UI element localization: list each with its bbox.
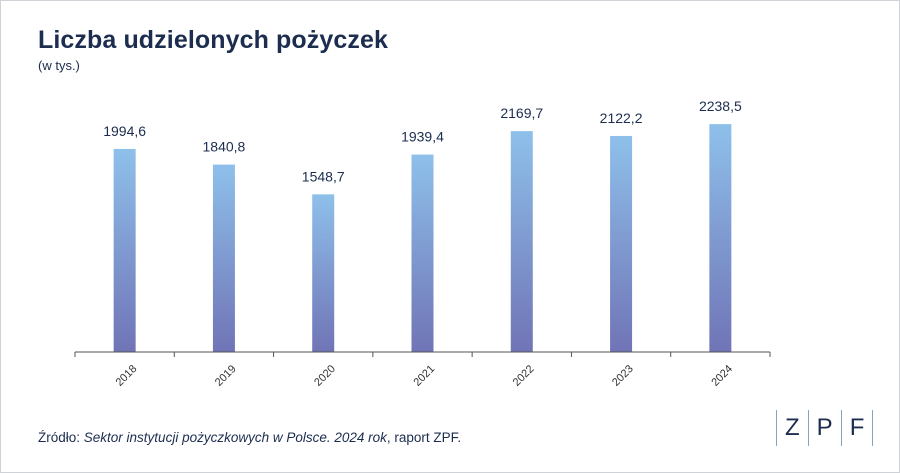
tick-labels: 2018 2019 2020 2021 2022 2023 2024 (114, 363, 736, 389)
logo-divider (840, 410, 842, 446)
logo-divider (807, 410, 809, 446)
value-label-2022: 2169,7 (500, 105, 543, 121)
bar-2021 (411, 154, 434, 352)
zpf-logo: Z P F (776, 410, 874, 446)
tick-label-2023: 2023 (610, 363, 636, 389)
value-label-2018: 1994,6 (103, 123, 146, 139)
chart-subtitle: (w tys.) (38, 58, 80, 73)
tick-label-2019: 2019 (213, 363, 239, 389)
logo-divider (776, 410, 777, 446)
source-title: Sektor instytucji pożyczkowych w Polsce.… (83, 430, 387, 445)
value-labels: 1994,6 1840,8 1548,7 1939,4 2169,7 2122,2 2238… (103, 98, 742, 184)
source-suffix: , raport ZPF. (386, 430, 462, 445)
value-label-2020: 1548,7 (302, 168, 345, 184)
chart-title: Liczba udzielonych pożyczek (38, 26, 389, 54)
bar-2023 (610, 135, 633, 352)
tick-label-2020: 2020 (312, 363, 338, 389)
tick-label-2024: 2024 (709, 363, 735, 389)
logo-letter-f: F (849, 414, 865, 441)
value-label-2019: 1840,8 (203, 139, 246, 155)
value-label-2023: 2122,2 (600, 110, 643, 126)
value-label-2021: 1939,4 (401, 129, 444, 145)
bar-2019 (212, 164, 235, 352)
logo-divider (872, 410, 874, 446)
bar-2018 (113, 148, 136, 352)
bar-2022 (510, 131, 533, 352)
value-label-2024: 2238,5 (699, 98, 742, 114)
tick-label-2021: 2021 (411, 363, 437, 389)
tick-label-2018: 2018 (114, 363, 140, 389)
bars-group (113, 124, 732, 352)
logo-letter-p: P (816, 414, 833, 441)
source-note: Źródło: Sektor instytucji pożyczkowych w… (38, 430, 461, 445)
x-axis (74, 351, 771, 357)
tick-label-2022: 2022 (511, 363, 537, 389)
bar-2024 (709, 124, 732, 352)
source-prefix: Źródło: (38, 430, 84, 445)
logo-letter-z: Z (785, 414, 800, 441)
bar-2020 (312, 194, 335, 352)
